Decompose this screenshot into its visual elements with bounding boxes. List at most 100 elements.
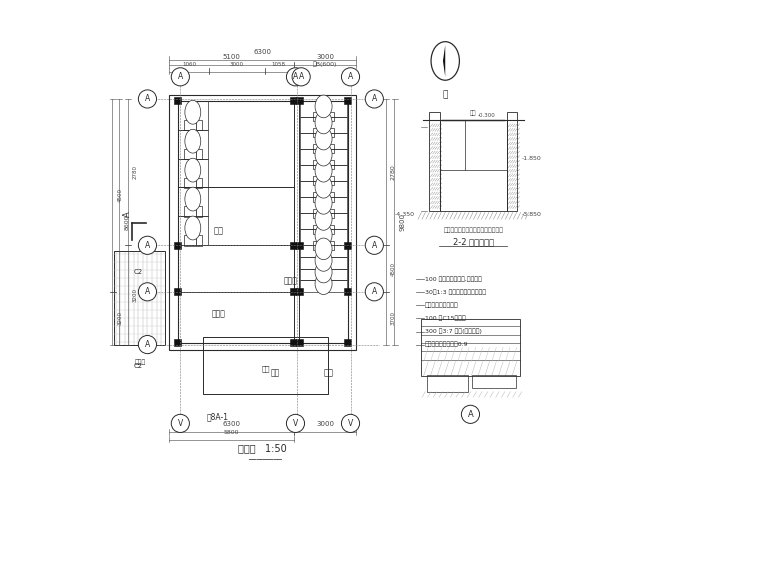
Text: 前室: 前室 [261,365,270,372]
Text: 6300: 6300 [254,48,271,55]
Bar [507,112,518,211]
Text: -0.300: -0.300 [478,113,496,118]
Text: 素土夯实，压实系数0.9: 素土夯实，压实系数0.9 [425,342,468,347]
Text: 2-2 剖面示意图: 2-2 剖面示意图 [453,237,494,246]
Text: 1060: 1060 [182,62,196,67]
Bar [184,235,202,246]
Ellipse shape [315,176,332,198]
Ellipse shape [185,187,201,211]
Ellipse shape [315,207,332,230]
Bar [290,97,297,104]
Ellipse shape [315,127,332,150]
Bar [300,181,347,197]
Bar [169,95,356,350]
Circle shape [366,236,383,254]
Circle shape [341,68,359,86]
Bar [178,129,207,158]
Bar [300,133,347,149]
Text: ────────: ──────── [249,458,283,463]
Text: A: A [145,95,150,103]
Ellipse shape [431,42,459,80]
Bar [344,340,351,346]
Text: 具体尺寸施工时与设备厂家规格配合: 具体尺寸施工时与设备厂家规格配合 [443,227,503,233]
Bar [313,193,334,202]
Text: 6300: 6300 [223,421,240,428]
Circle shape [366,90,383,108]
Circle shape [138,283,157,301]
Text: 男厕: 男厕 [214,227,223,235]
Bar [421,319,520,376]
Circle shape [341,414,359,433]
Text: 平室: 平室 [470,110,477,116]
Bar [290,288,297,295]
Ellipse shape [315,143,332,166]
Bar [296,340,302,346]
Bar [300,117,347,133]
Ellipse shape [315,111,332,134]
Text: A: A [123,211,132,217]
Text: A: A [372,287,377,296]
Text: V: V [293,419,298,428]
Circle shape [287,414,305,433]
Text: A: A [467,410,473,419]
Text: A: A [348,72,353,82]
Bar [178,188,207,217]
Text: 1058: 1058 [271,62,285,67]
Bar [300,101,347,117]
Text: 3000: 3000 [230,62,244,67]
Bar [313,209,334,218]
Text: 2780: 2780 [133,165,138,179]
Text: A: A [145,241,150,250]
Bar [429,112,439,211]
Text: 图8A-1: 图8A-1 [207,412,229,421]
Ellipse shape [315,192,332,214]
Ellipse shape [315,95,332,118]
Text: 设备间: 设备间 [283,276,297,285]
Bar [290,340,297,346]
Text: A: A [293,72,298,82]
Circle shape [138,336,157,353]
Bar [203,337,328,394]
Text: 3200: 3200 [133,288,138,302]
Circle shape [138,236,157,254]
Ellipse shape [315,261,332,283]
Bar [300,229,347,245]
Bar [300,197,347,213]
Text: A: A [299,72,304,82]
Bar [313,112,334,121]
Bar [178,101,347,343]
Bar [184,120,202,130]
Text: 5100: 5100 [223,54,240,60]
Text: 北: 北 [442,91,448,99]
Text: 平面图   1:50: 平面图 1:50 [238,443,287,453]
Text: 3000: 3000 [316,421,334,428]
Circle shape [171,414,189,433]
Text: 100 厚C15混凝土: 100 厚C15混凝土 [425,316,466,321]
Bar [313,225,334,234]
Bar [300,245,347,257]
Bar [174,242,181,249]
Text: 8600: 8600 [124,214,129,230]
Bar [174,340,181,346]
Bar [174,288,181,295]
Text: 30厚1:3 干硬性水泥砂浆结合层: 30厚1:3 干硬性水泥砂浆结合层 [425,290,486,295]
Circle shape [287,68,305,86]
Text: 300 厚3:7 灰土(分二步打): 300 厚3:7 灰土(分二步打) [425,329,482,335]
Ellipse shape [185,158,201,182]
Text: A: A [178,72,183,82]
Bar [114,251,165,344]
Bar [300,280,347,292]
Bar [296,288,302,295]
Polygon shape [443,45,445,77]
Text: -3.850: -3.850 [522,211,542,217]
Ellipse shape [315,238,332,259]
Bar [184,206,202,217]
Circle shape [461,405,480,424]
Bar [313,160,334,169]
Bar [313,144,334,153]
Text: 3000: 3000 [316,54,334,60]
Text: 素水泥浆结合层一道: 素水泥浆结合层一道 [425,303,458,308]
Bar [313,128,334,137]
Ellipse shape [315,223,332,246]
Bar [344,97,351,104]
